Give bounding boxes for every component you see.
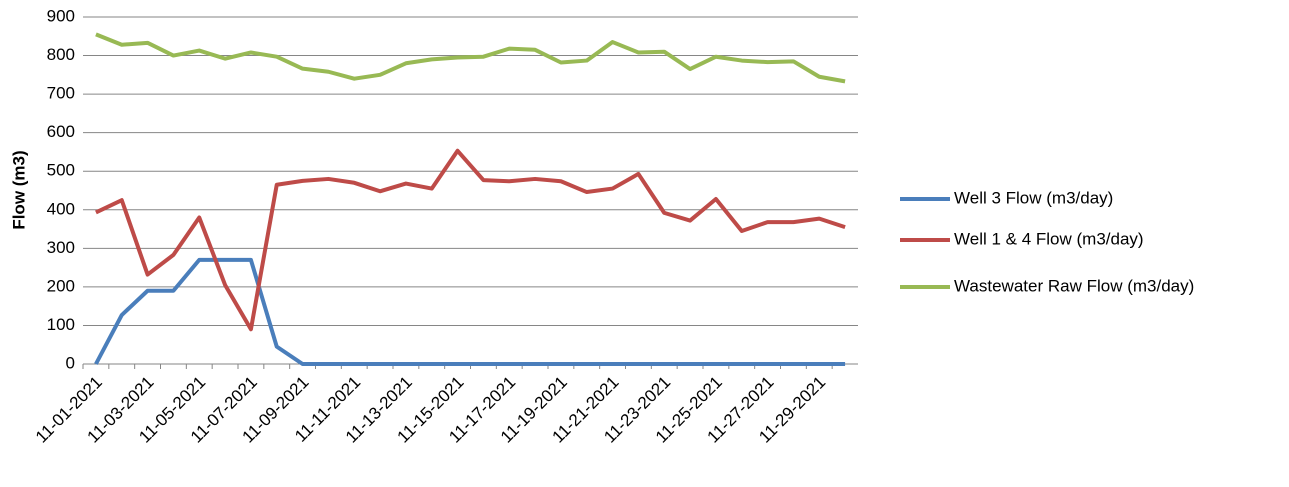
y-tick-label: 700 — [47, 84, 75, 103]
y-axis-title: Flow (m3) — [9, 150, 28, 229]
y-tick-label: 600 — [47, 122, 75, 141]
y-tick-label: 800 — [47, 45, 75, 64]
line-series — [95, 148, 846, 332]
legend-label: Well 3 Flow (m3/day) — [954, 188, 1113, 207]
y-tick-label: 300 — [47, 238, 75, 257]
y-tick-label: 200 — [47, 276, 75, 295]
y-tick-label: 400 — [47, 199, 75, 218]
legend-label: Wastewater Raw Flow (m3/day) — [954, 276, 1194, 295]
line-series — [94, 257, 846, 366]
y-tick-label: 0 — [66, 353, 75, 372]
y-tick-label: 100 — [47, 315, 75, 334]
y-tick-label: 500 — [47, 161, 75, 180]
y-tick-label: 900 — [47, 6, 75, 25]
legend-label: Well 1 & 4 Flow (m3/day) — [954, 229, 1144, 248]
line-series — [95, 32, 846, 84]
